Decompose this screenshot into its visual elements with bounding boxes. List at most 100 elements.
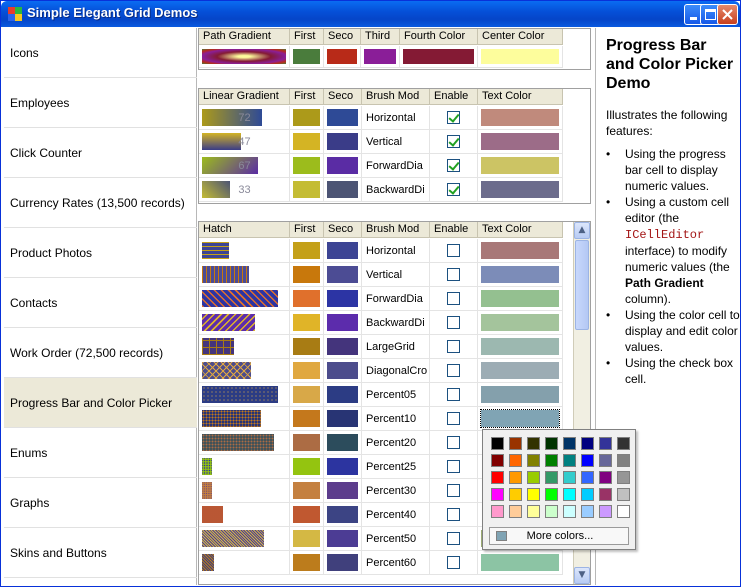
brush-mode-cell[interactable]: Percent50: [362, 527, 430, 551]
hatch-bar-cell[interactable]: [199, 359, 290, 383]
color-cell[interactable]: [400, 46, 478, 68]
color-cell[interactable]: [324, 551, 362, 575]
color-cell[interactable]: [324, 239, 362, 263]
color-cell[interactable]: [290, 335, 324, 359]
text-color-cell[interactable]: [478, 383, 563, 407]
sidebar-item[interactable]: Product Photos: [4, 228, 197, 278]
color-swatch-option[interactable]: [509, 471, 522, 484]
text-color-cell[interactable]: [478, 287, 563, 311]
hatch-bar-cell[interactable]: [199, 431, 290, 455]
color-cell[interactable]: [324, 383, 362, 407]
color-cell[interactable]: [290, 178, 324, 202]
enable-cell[interactable]: [430, 335, 478, 359]
progress-bar-cell[interactable]: 72: [199, 106, 290, 130]
enable-checkbox[interactable]: [447, 388, 460, 401]
scroll-thumb[interactable]: [575, 240, 589, 330]
color-swatch-option[interactable]: [599, 471, 612, 484]
column-header[interactable]: Third: [361, 29, 400, 45]
text-color-cell[interactable]: [478, 154, 563, 178]
progress-bar-cell[interactable]: 33: [199, 178, 290, 202]
text-color-cell[interactable]: [478, 106, 563, 130]
hatch-bar-cell[interactable]: [199, 263, 290, 287]
color-swatch-option[interactable]: [491, 505, 504, 518]
close-button[interactable]: [717, 4, 738, 25]
color-swatch-option[interactable]: [527, 471, 540, 484]
column-header[interactable]: Fourth Color: [400, 29, 478, 45]
color-cell[interactable]: [290, 46, 324, 68]
color-cell[interactable]: [290, 527, 324, 551]
column-header[interactable]: Center Color: [478, 29, 563, 45]
color-swatch-option[interactable]: [581, 454, 594, 467]
text-color-cell[interactable]: [478, 335, 563, 359]
color-swatch-option[interactable]: [617, 437, 630, 450]
color-swatch-option[interactable]: [527, 437, 540, 450]
color-cell[interactable]: [324, 503, 362, 527]
column-header[interactable]: Linear Gradient: [199, 89, 290, 105]
text-color-cell[interactable]: [478, 359, 563, 383]
progress-bar-cell[interactable]: 67: [199, 154, 290, 178]
color-cell[interactable]: [324, 479, 362, 503]
color-cell[interactable]: [324, 407, 362, 431]
color-swatch-option[interactable]: [491, 471, 504, 484]
enable-checkbox[interactable]: [447, 532, 460, 545]
enable-checkbox[interactable]: [447, 292, 460, 305]
color-swatch-option[interactable]: [545, 505, 558, 518]
color-cell[interactable]: [290, 154, 324, 178]
brush-mode-cell[interactable]: BackwardDi: [362, 178, 430, 202]
color-swatch-option[interactable]: [491, 454, 504, 467]
color-swatch-option[interactable]: [545, 488, 558, 501]
hatch-bar-cell[interactable]: [199, 503, 290, 527]
brush-mode-cell[interactable]: Percent40: [362, 503, 430, 527]
column-header[interactable]: Enable: [430, 222, 478, 238]
enable-checkbox[interactable]: [447, 159, 460, 172]
enable-cell[interactable]: [430, 455, 478, 479]
color-swatch-option[interactable]: [527, 454, 540, 467]
text-color-cell[interactable]: [478, 263, 563, 287]
enable-cell[interactable]: [430, 130, 478, 154]
enable-cell[interactable]: [430, 239, 478, 263]
column-header[interactable]: Hatch: [199, 222, 290, 238]
hatch-bar-cell[interactable]: [199, 311, 290, 335]
color-swatch-option[interactable]: [509, 488, 522, 501]
sidebar-item[interactable]: Skins and Buttons: [4, 528, 197, 578]
color-cell[interactable]: [290, 407, 324, 431]
color-cell[interactable]: [290, 431, 324, 455]
column-header[interactable]: Seco: [324, 89, 362, 105]
hatch-bar-cell[interactable]: [199, 335, 290, 359]
enable-cell[interactable]: [430, 287, 478, 311]
brush-mode-cell[interactable]: Percent05: [362, 383, 430, 407]
enable-checkbox[interactable]: [447, 340, 460, 353]
color-cell[interactable]: [324, 311, 362, 335]
color-cell[interactable]: [324, 106, 362, 130]
enable-cell[interactable]: [430, 407, 478, 431]
text-color-cell[interactable]: [478, 407, 563, 431]
color-cell[interactable]: [290, 263, 324, 287]
enable-checkbox[interactable]: [447, 111, 460, 124]
color-cell[interactable]: [290, 383, 324, 407]
enable-cell[interactable]: [430, 154, 478, 178]
color-cell[interactable]: [290, 130, 324, 154]
color-swatch-option[interactable]: [491, 437, 504, 450]
color-swatch-option[interactable]: [491, 488, 504, 501]
color-swatch-option[interactable]: [599, 505, 612, 518]
color-swatch-option[interactable]: [545, 471, 558, 484]
scroll-down-button[interactable]: ▼: [574, 567, 590, 584]
hatch-bar-cell[interactable]: [199, 527, 290, 551]
sidebar-item[interactable]: Currency Rates (13,500 records): [4, 178, 197, 228]
hatch-bar-cell[interactable]: [199, 407, 290, 431]
color-swatch-option[interactable]: [509, 437, 522, 450]
brush-mode-cell[interactable]: Percent20: [362, 431, 430, 455]
color-cell[interactable]: [290, 311, 324, 335]
color-swatch-option[interactable]: [617, 488, 630, 501]
color-cell[interactable]: [324, 359, 362, 383]
enable-cell[interactable]: [430, 527, 478, 551]
color-cell[interactable]: [290, 455, 324, 479]
color-cell[interactable]: [324, 130, 362, 154]
text-color-cell[interactable]: [478, 130, 563, 154]
color-cell[interactable]: [290, 551, 324, 575]
enable-cell[interactable]: [430, 263, 478, 287]
color-swatch-option[interactable]: [563, 505, 576, 518]
column-header[interactable]: First: [290, 29, 324, 45]
text-color-cell[interactable]: [478, 178, 563, 202]
color-swatch-option[interactable]: [581, 471, 594, 484]
